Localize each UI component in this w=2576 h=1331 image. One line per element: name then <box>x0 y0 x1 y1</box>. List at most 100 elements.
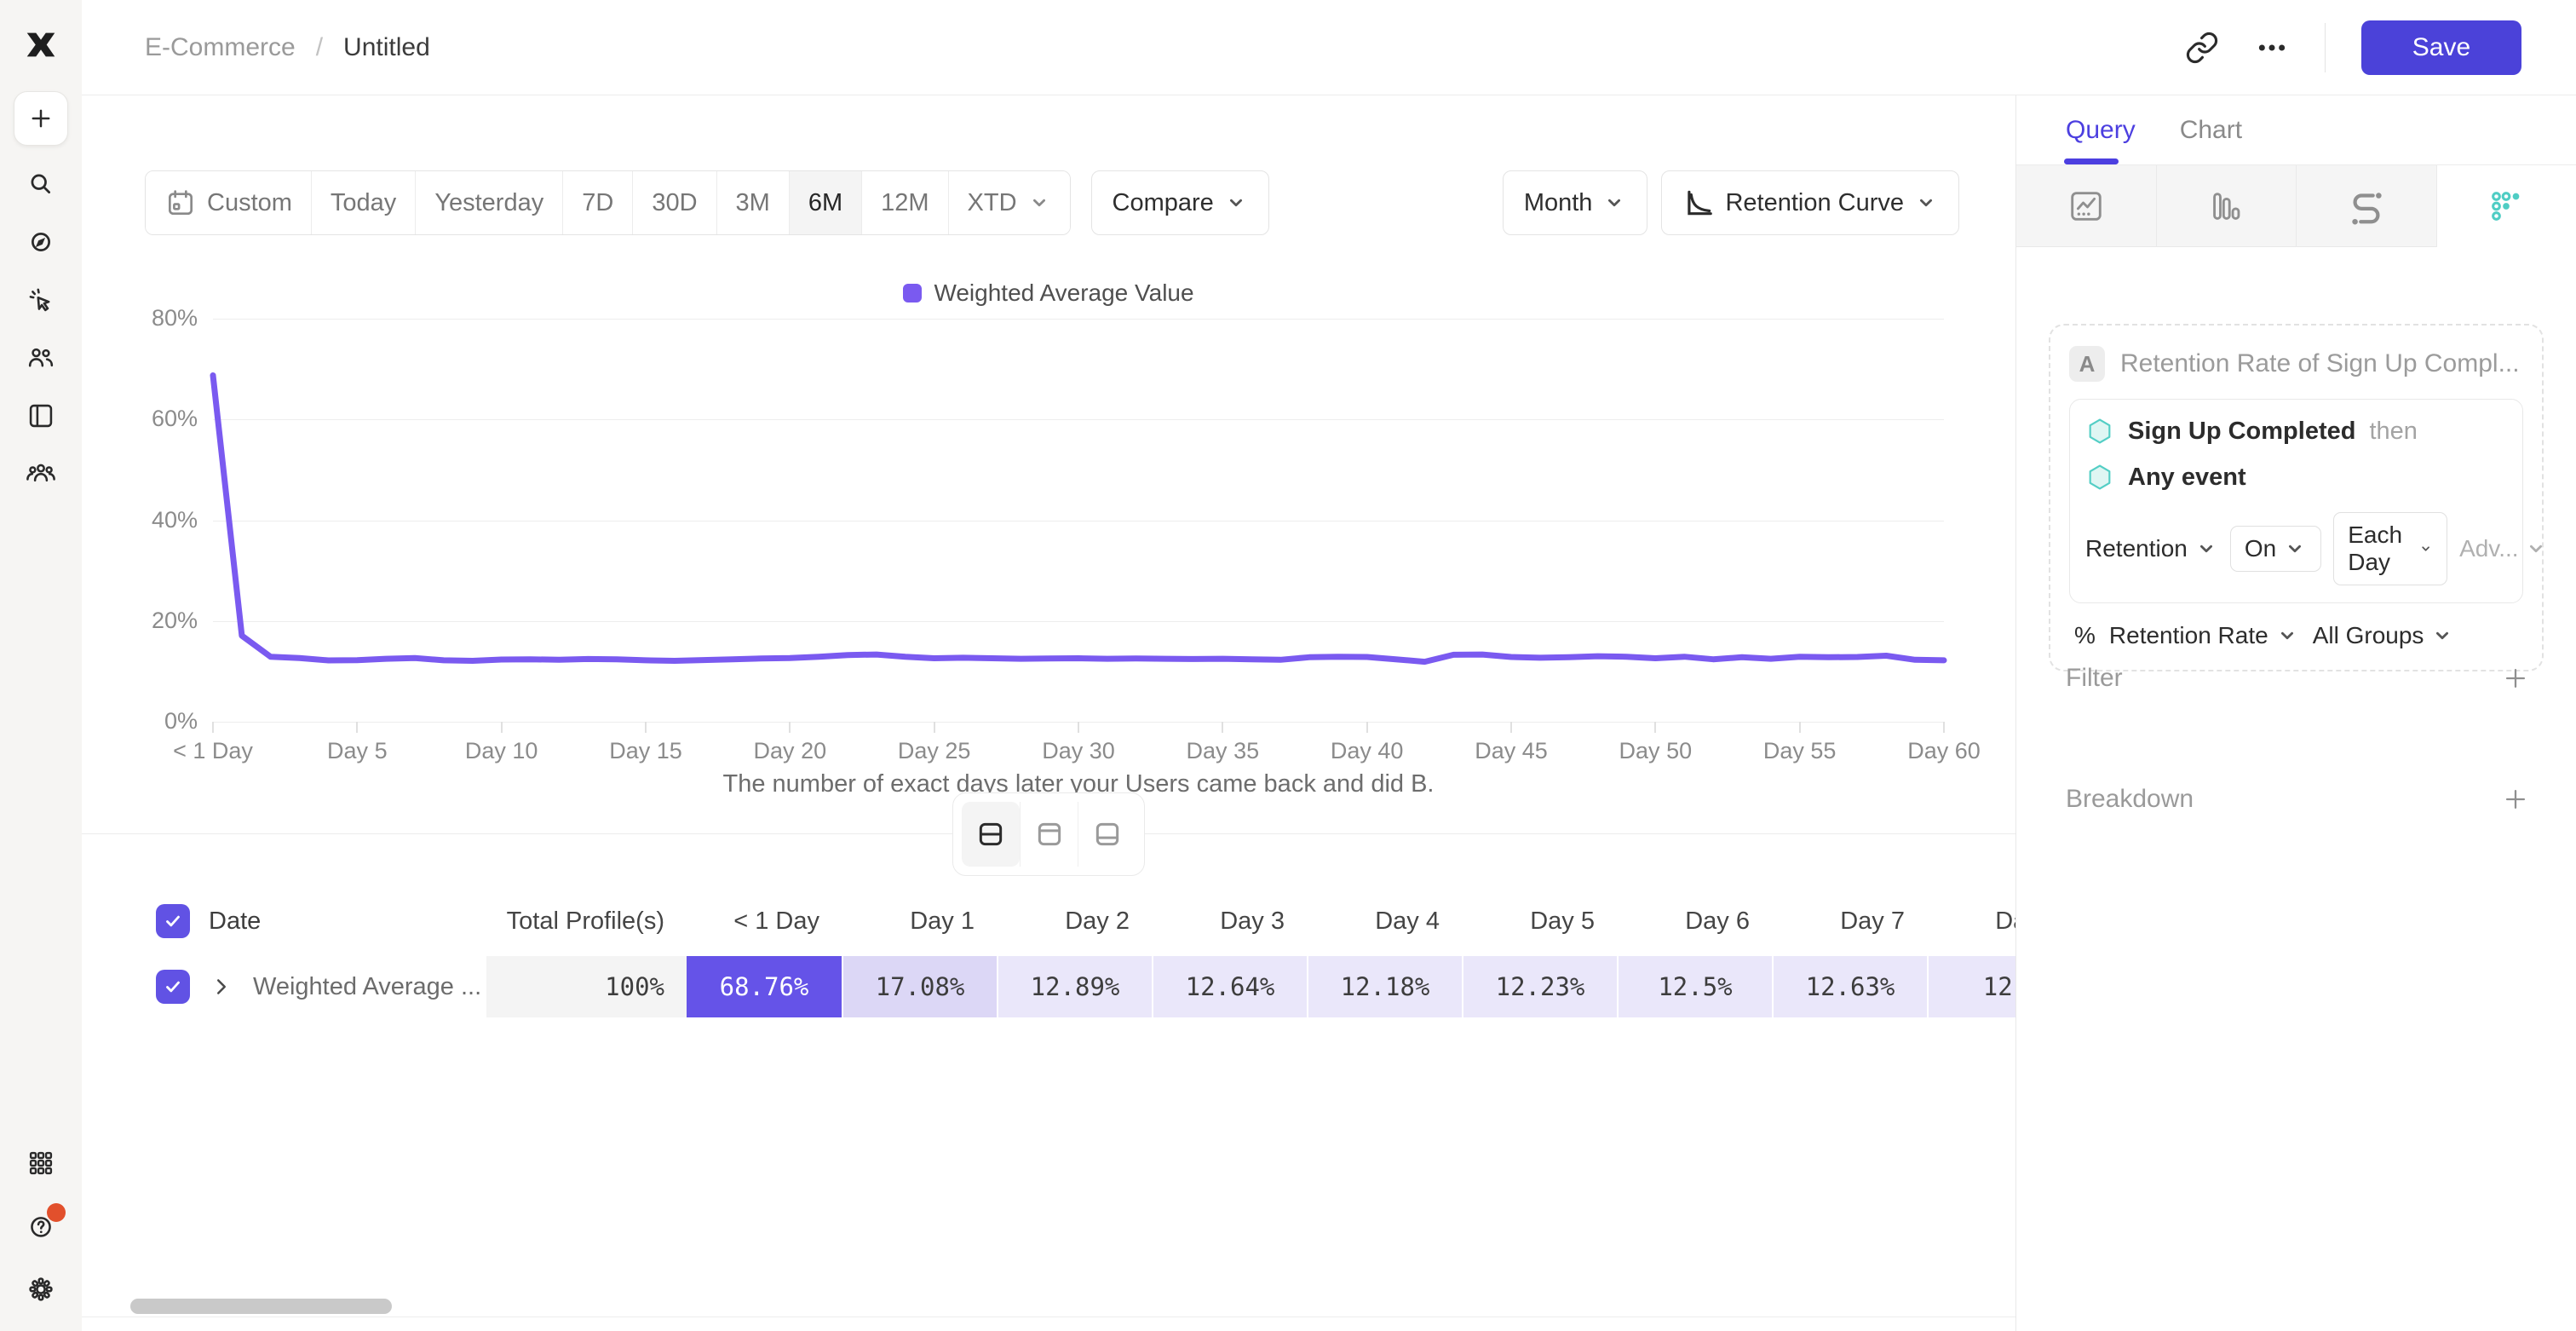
sidebar-item-boards[interactable] <box>21 396 60 435</box>
save-button[interactable]: Save <box>2361 20 2521 75</box>
x-axis-tick <box>645 722 647 733</box>
gridline <box>213 319 1944 320</box>
view-toggle-table[interactable] <box>1078 802 1136 867</box>
chart-type-funnels[interactable] <box>2156 165 2297 247</box>
chevron-down-icon <box>1229 199 1242 207</box>
gridline <box>213 620 1944 622</box>
value-cell: 12.89% <box>997 956 1152 1017</box>
chevron-down-icon <box>2280 631 2293 640</box>
plus-icon <box>32 109 50 128</box>
tab-query[interactable]: Query <box>2066 115 2136 144</box>
range-3m[interactable]: 3M <box>716 171 789 234</box>
add-filter-button[interactable] <box>2501 664 2530 693</box>
chart-style-dropdown[interactable]: Retention Curve <box>1661 170 1959 235</box>
row-checkbox[interactable] <box>156 970 190 1004</box>
chevron-down-icon <box>2289 544 2302 553</box>
measure-row: % Retention Rate All Groups <box>2069 622 2523 649</box>
link-icon <box>2186 32 2218 63</box>
retention-curve-icon <box>1688 190 1713 216</box>
sidebar-item-search[interactable] <box>21 164 60 204</box>
group-title[interactable]: Retention Rate of Sign Up Compl... <box>2120 349 2520 377</box>
groups-dropdown[interactable]: All Groups <box>2313 622 2455 649</box>
retention-line-series[interactable] <box>210 319 1947 722</box>
chevron-down-icon <box>1920 199 1932 207</box>
x-axis-tick <box>1510 722 1512 733</box>
compass-icon <box>32 233 50 251</box>
sidebar-item-explore[interactable] <box>21 222 60 262</box>
chevron-down-icon <box>2199 544 2212 553</box>
measure-dropdown[interactable]: Retention Rate <box>2109 622 2299 649</box>
x-axis-label: Day 30 <box>1042 738 1115 763</box>
value-cell: 12.5% <box>1617 956 1772 1017</box>
sidebar-item-users[interactable] <box>21 338 60 377</box>
return-event-label: Any event <box>2128 463 2246 491</box>
on-label: On <box>2244 535 2277 562</box>
tab-chart[interactable]: Chart <box>2179 115 2243 144</box>
range-30d[interactable]: 30D <box>632 171 716 234</box>
groups-label: All Groups <box>2312 622 2424 648</box>
view-toggle-chart[interactable] <box>1020 802 1078 867</box>
sidebar-item-settings[interactable] <box>21 1270 60 1309</box>
bucket-dropdown[interactable]: Each Day <box>2333 512 2448 585</box>
x-axis-tick <box>212 722 214 733</box>
share-link-button[interactable] <box>2185 31 2219 65</box>
retention-type-dropdown[interactable]: Retention <box>2085 535 2218 562</box>
sidebar-item-help[interactable] <box>21 1203 66 1246</box>
more-options-button[interactable] <box>2255 31 2289 65</box>
breadcrumb-parent[interactable]: E-Commerce <box>145 32 296 61</box>
value-cell: 17.08% <box>842 956 997 1017</box>
chart-view-icon <box>1038 822 1061 846</box>
granularity-dropdown[interactable]: Month <box>1502 170 1648 235</box>
check-icon <box>166 915 180 927</box>
bucket-label: Each Day <box>2348 521 2403 575</box>
chart-type-retention[interactable] <box>2436 165 2576 247</box>
board-panel-icon <box>29 404 53 428</box>
mixpanel-logo-icon <box>21 26 60 65</box>
view-toggle-group <box>952 792 1145 876</box>
sidebar-item-cohorts[interactable] <box>21 454 60 493</box>
x-axis-tick <box>500 722 503 733</box>
flows-icon <box>2352 192 2382 224</box>
range-6m[interactable]: 6M <box>788 171 862 234</box>
sidebar-item-events[interactable] <box>21 280 60 320</box>
bar-chart-icon <box>2213 192 2240 220</box>
event-hexagon-icon <box>2089 418 2111 444</box>
advanced-dropdown[interactable]: Adv... <box>2459 535 2548 562</box>
retention-type-label: Retention <box>2085 535 2188 562</box>
range-xtd[interactable]: XTD <box>947 171 1070 234</box>
percent-symbol: % <box>2074 622 2096 648</box>
split-view-icon <box>979 822 1003 846</box>
breadcrumb-current[interactable]: Untitled <box>343 32 430 61</box>
x-axis-tick <box>933 722 935 733</box>
add-breakdown-button[interactable] <box>2501 785 2530 814</box>
select-all-checkbox[interactable] <box>156 904 190 938</box>
range-yesterday[interactable]: Yesterday <box>415 171 563 234</box>
horizontal-scrollbar-thumb[interactable] <box>130 1299 392 1314</box>
chevron-down-icon <box>2436 631 2449 640</box>
range-7d[interactable]: 7D <box>562 171 633 234</box>
sidebar-item-apps[interactable] <box>21 1144 60 1183</box>
column-header-date: Date <box>209 907 262 935</box>
first-event-row[interactable]: Sign Up Completed then <box>2085 417 2507 446</box>
column-header: Day 2 <box>1065 907 1130 935</box>
x-axis-label: Day 45 <box>1475 738 1548 763</box>
insights-line-icon <box>2071 191 2102 221</box>
range-12m[interactable]: 12M <box>861 171 948 234</box>
return-event-row[interactable]: Any event <box>2085 463 2507 492</box>
view-toggle-split[interactable] <box>962 802 1020 867</box>
compare-button[interactable]: Compare <box>1090 170 1269 235</box>
range-custom[interactable]: Custom <box>146 171 311 234</box>
chart-type-flows[interactable] <box>2297 165 2437 247</box>
table-header: Date Total Profile(s) < 1 Day Day 1 Day 2 Da… <box>82 893 2015 949</box>
create-new-button[interactable] <box>14 91 68 146</box>
row-label: Weighted Average ... <box>253 972 482 1000</box>
query-panel: Query Chart A Retention Rate of Sign Up … <box>2015 95 2576 1331</box>
range-today[interactable]: Today <box>310 171 416 234</box>
range-label: 3M <box>735 188 770 216</box>
sidebar <box>0 0 82 1331</box>
on-dropdown[interactable]: On <box>2229 526 2322 572</box>
notification-dot <box>47 1203 66 1222</box>
range-label: 6M <box>808 188 843 216</box>
chart-type-insights[interactable] <box>2016 165 2157 247</box>
row-expander[interactable] <box>209 974 234 1000</box>
